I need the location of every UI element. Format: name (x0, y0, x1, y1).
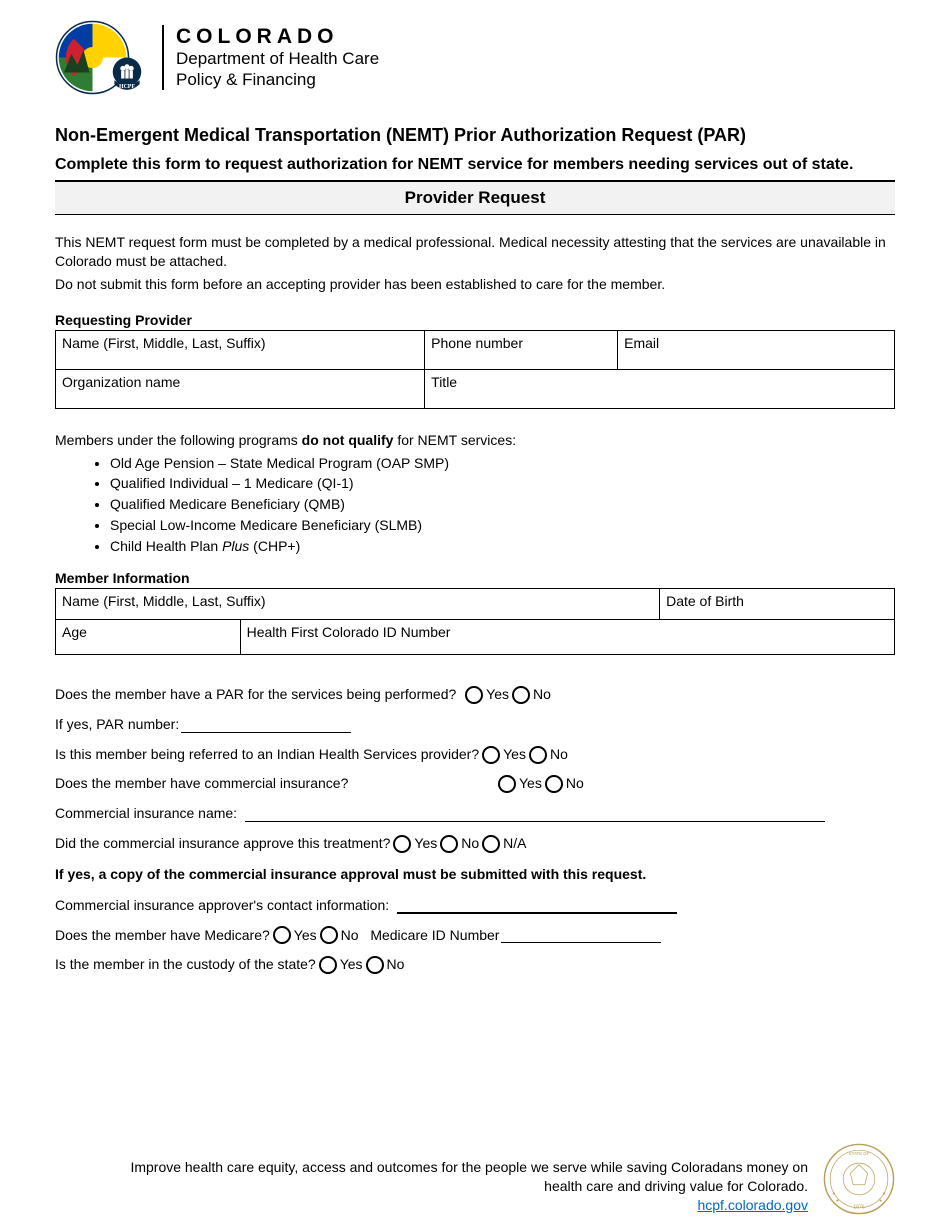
intro-paragraph-1: This NEMT request form must be completed… (55, 233, 895, 271)
footer-link[interactable]: hcpf.colorado.gov (697, 1197, 808, 1213)
list-item: Old Age Pension – State Medical Program … (110, 454, 895, 473)
list-item: Special Low-Income Medicare Beneficiary … (110, 516, 895, 535)
radio-custody-yes[interactable] (319, 956, 337, 974)
field-org[interactable]: Organization name (56, 369, 425, 408)
label-yes: Yes (519, 772, 542, 796)
label-no: No (461, 832, 479, 856)
label-no: No (533, 683, 551, 707)
field-age[interactable]: Age (56, 620, 241, 655)
subtitle: Complete this form to request authorizat… (55, 156, 895, 174)
hcpf-badge-icon: HCPF (106, 55, 148, 97)
dept-line-2: Policy & Financing (176, 71, 379, 90)
chp-prefix: Child Health Plan (110, 538, 222, 554)
page-title: Non-Emergent Medical Transportation (NEM… (55, 125, 895, 146)
radio-par-no[interactable] (512, 686, 530, 704)
label-no: No (387, 953, 405, 977)
radio-ihs-no[interactable] (529, 746, 547, 764)
approver-contact-input[interactable] (397, 898, 677, 914)
commercial-name-input[interactable] (245, 806, 825, 822)
field-email[interactable]: Email (618, 330, 895, 369)
radio-approve-yes[interactable] (393, 835, 411, 853)
dept-line-1: Department of Health Care (176, 50, 379, 69)
question-commercial: Does the member have commercial insuranc… (55, 772, 895, 796)
label-no: No (341, 924, 359, 948)
question-approve: Did the commercial insurance approve thi… (55, 832, 895, 856)
question-medicare: Does the member have Medicare? Yes No Me… (55, 924, 895, 948)
field-dob[interactable]: Date of Birth (660, 589, 895, 620)
approver-contact-line: Commercial insurance approver's contact … (55, 894, 895, 918)
list-item: Qualified Individual – 1 Medicare (QI-1) (110, 474, 895, 493)
list-item: Child Health Plan Plus (CHP+) (110, 537, 895, 556)
field-name[interactable]: Name (First, Middle, Last, Suffix) (56, 330, 425, 369)
label-yes: Yes (486, 683, 509, 707)
question-custody: Is the member in the custody of the stat… (55, 953, 895, 977)
par-number-input[interactable] (181, 717, 351, 733)
dept-text-block: COLORADO Department of Health Care Polic… (162, 25, 379, 89)
radio-medicare-no[interactable] (320, 926, 338, 944)
field-member-name[interactable]: Name (First, Middle, Last, Suffix) (56, 589, 660, 620)
medicare-id-label: Medicare ID Number (370, 924, 499, 948)
header: HCPF COLORADO Department of Health Care … (55, 20, 895, 95)
state-seal-icon: STATE OF 1876 (823, 1143, 895, 1215)
label-yes: Yes (294, 924, 317, 948)
commercial-name-label: Commercial insurance name: (55, 802, 237, 826)
radio-par-yes[interactable] (465, 686, 483, 704)
footer-text-block: Improve health care equity, access and o… (55, 1158, 808, 1215)
field-title[interactable]: Title (425, 369, 895, 408)
chp-suffix: (CHP+) (249, 538, 300, 554)
footer: Improve health care equity, access and o… (55, 1143, 895, 1215)
approver-contact-label: Commercial insurance approver's contact … (55, 894, 389, 918)
q-medicare-text: Does the member have Medicare? (55, 924, 270, 948)
label-yes: Yes (414, 832, 437, 856)
par-number-label: If yes, PAR number: (55, 713, 179, 737)
radio-custody-no[interactable] (366, 956, 384, 974)
question-par: Does the member have a PAR for the servi… (55, 683, 895, 707)
programs-intro-b: do not qualify (302, 432, 394, 448)
member-info-table: Name (First, Middle, Last, Suffix) Date … (55, 588, 895, 655)
requesting-provider-table: Name (First, Middle, Last, Suffix) Phone… (55, 330, 895, 409)
footer-mission: Improve health care equity, access and o… (130, 1159, 808, 1194)
commercial-name-line: Commercial insurance name: (55, 802, 895, 826)
radio-approve-no[interactable] (440, 835, 458, 853)
state-name: COLORADO (176, 25, 379, 48)
q-approve-text: Did the commercial insurance approve thi… (55, 832, 390, 856)
medicare-id-input[interactable] (501, 927, 661, 943)
question-ihs: Is this member being referred to an Indi… (55, 743, 895, 767)
svg-text:HCPF: HCPF (119, 84, 135, 90)
program-list: Old Age Pension – State Medical Program … (55, 454, 895, 556)
field-hfc-id[interactable]: Health First Colorado ID Number (240, 620, 894, 655)
chp-italic: Plus (222, 538, 249, 554)
radio-commercial-no[interactable] (545, 775, 563, 793)
par-number-line: If yes, PAR number: (55, 713, 895, 737)
approval-note: If yes, a copy of the commercial insuran… (55, 866, 895, 882)
svg-text:1876: 1876 (853, 1205, 864, 1211)
field-phone[interactable]: Phone number (425, 330, 618, 369)
label-no: No (550, 743, 568, 767)
programs-intro-a: Members under the following programs (55, 432, 302, 448)
radio-ihs-yes[interactable] (482, 746, 500, 764)
radio-medicare-yes[interactable] (273, 926, 291, 944)
requesting-provider-heading: Requesting Provider (55, 312, 895, 328)
label-yes: Yes (340, 953, 363, 977)
radio-approve-na[interactable] (482, 835, 500, 853)
q-commercial-text: Does the member have commercial insuranc… (55, 772, 495, 796)
programs-intro: Members under the following programs do … (55, 431, 895, 450)
q-custody-text: Is the member in the custody of the stat… (55, 953, 316, 977)
colorado-logo: HCPF (55, 20, 130, 95)
label-na: N/A (503, 832, 526, 856)
intro-paragraph-2: Do not submit this form before an accept… (55, 275, 895, 294)
svg-text:STATE OF: STATE OF (849, 1151, 870, 1156)
q-par-text: Does the member have a PAR for the servi… (55, 683, 456, 707)
list-item: Qualified Medicare Beneficiary (QMB) (110, 495, 895, 514)
radio-commercial-yes[interactable] (498, 775, 516, 793)
programs-intro-c: for NEMT services: (393, 432, 516, 448)
q-ihs-text: Is this member being referred to an Indi… (55, 743, 479, 767)
section-bar-provider-request: Provider Request (55, 180, 895, 215)
label-no: No (566, 772, 584, 796)
label-yes: Yes (503, 743, 526, 767)
member-info-heading: Member Information (55, 570, 895, 586)
